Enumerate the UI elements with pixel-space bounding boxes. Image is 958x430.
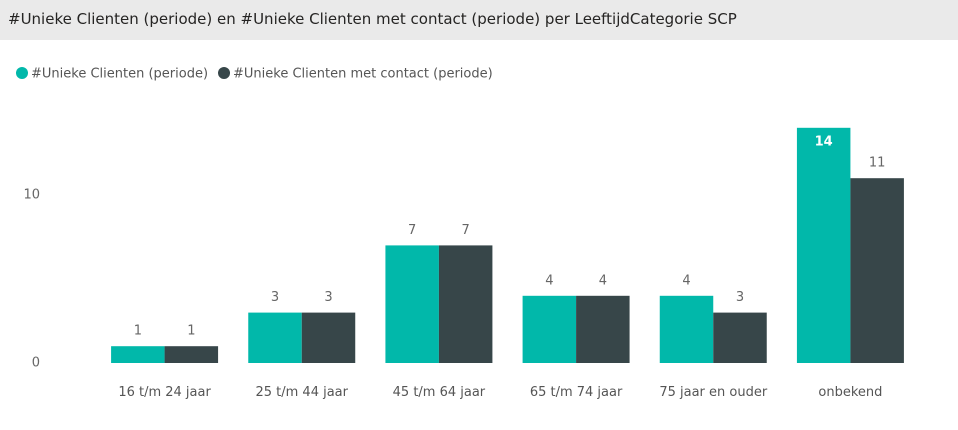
value-label: 3 [736,290,744,305]
value-label: 7 [408,223,416,238]
bar [659,295,714,363]
bar [576,295,630,363]
bar [850,178,904,363]
value-label: 14 [815,134,833,149]
bar [438,245,493,363]
x-tick-label: 25 t/m 44 jaar [255,385,348,400]
legend-swatch [218,67,231,79]
value-label: 3 [324,290,332,305]
value-label: 1 [187,324,195,339]
value-label: 3 [271,290,279,305]
bar [248,312,302,363]
value-label: 4 [599,273,607,288]
bar [301,312,356,363]
bar [385,245,439,363]
bar [111,346,165,363]
legend-label: #Unieke Clienten (periode) [31,67,208,82]
legend-swatch [16,67,28,79]
legend-label: #Unieke Clienten met contact (periode) [233,67,493,82]
value-label: 11 [869,156,886,171]
x-tick-label: 16 t/m 24 jaar [118,385,211,400]
value-label: 1 [134,324,142,339]
value-label: 7 [462,223,470,238]
bar [164,346,219,363]
bar [713,312,767,363]
value-label: 4 [682,273,690,288]
value-label: 4 [545,273,553,288]
bar [522,295,577,363]
x-tick-label: 75 jaar en ouder [659,385,768,400]
x-tick-label: 65 t/m 74 jaar [529,385,623,400]
bar [796,127,851,363]
y-tick-label: 0 [32,356,40,371]
x-tick-label: 45 t/m 64 jaar [392,385,486,400]
title-bar: #Unieke Clienten (periode) en #Unieke Cl… [0,0,958,40]
x-tick-label: onbekend [818,385,883,400]
y-tick-label: 10 [23,188,40,203]
chart-title: #Unieke Clienten (periode) en #Unieke Cl… [8,10,737,28]
